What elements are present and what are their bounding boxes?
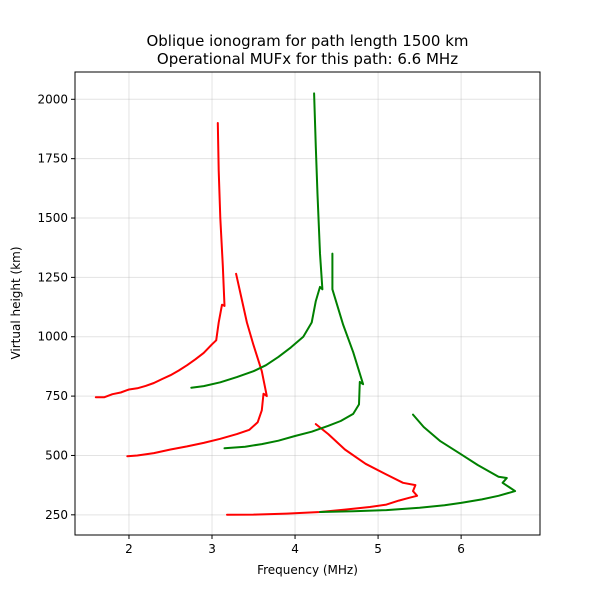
y-tick-label: 500 (45, 448, 68, 462)
y-tick-label: 750 (45, 389, 68, 403)
x-tick-label: 6 (457, 542, 465, 556)
x-tick-label: 3 (208, 542, 216, 556)
x-tick-label: 5 (374, 542, 382, 556)
series-line-6 (319, 413, 517, 513)
axis-ticks: 2 3 4 5 6 250 500 750 1000 1250 1500 1750 2000 (37, 92, 464, 556)
y-tick-label: 1500 (37, 211, 68, 225)
series-layer (94, 92, 517, 516)
y-axis-label: Virtual height (km) (9, 246, 23, 359)
chart-subtitle: Operational MUFx for this path: 6.6 MHz (157, 50, 458, 68)
chart-title: Oblique ionogram for path length 1500 km (146, 32, 468, 50)
series-line-4 (190, 92, 324, 389)
y-tick-label: 1000 (37, 330, 68, 344)
y-tick-label: 250 (45, 508, 68, 522)
plot-frame (74, 71, 541, 536)
x-tick-label: 2 (125, 542, 133, 556)
series-line-2 (126, 272, 268, 458)
series-line-1 (94, 122, 226, 399)
grid (75, 72, 540, 535)
y-tick-label: 1250 (37, 270, 68, 284)
y-tick-label: 1750 (37, 152, 68, 166)
y-tick-label: 2000 (37, 92, 68, 106)
series-line-3 (226, 423, 419, 516)
x-tick-label: 4 (291, 542, 299, 556)
series-line-5 (223, 252, 365, 450)
x-axis-label: Frequency (MHz) (257, 563, 358, 577)
